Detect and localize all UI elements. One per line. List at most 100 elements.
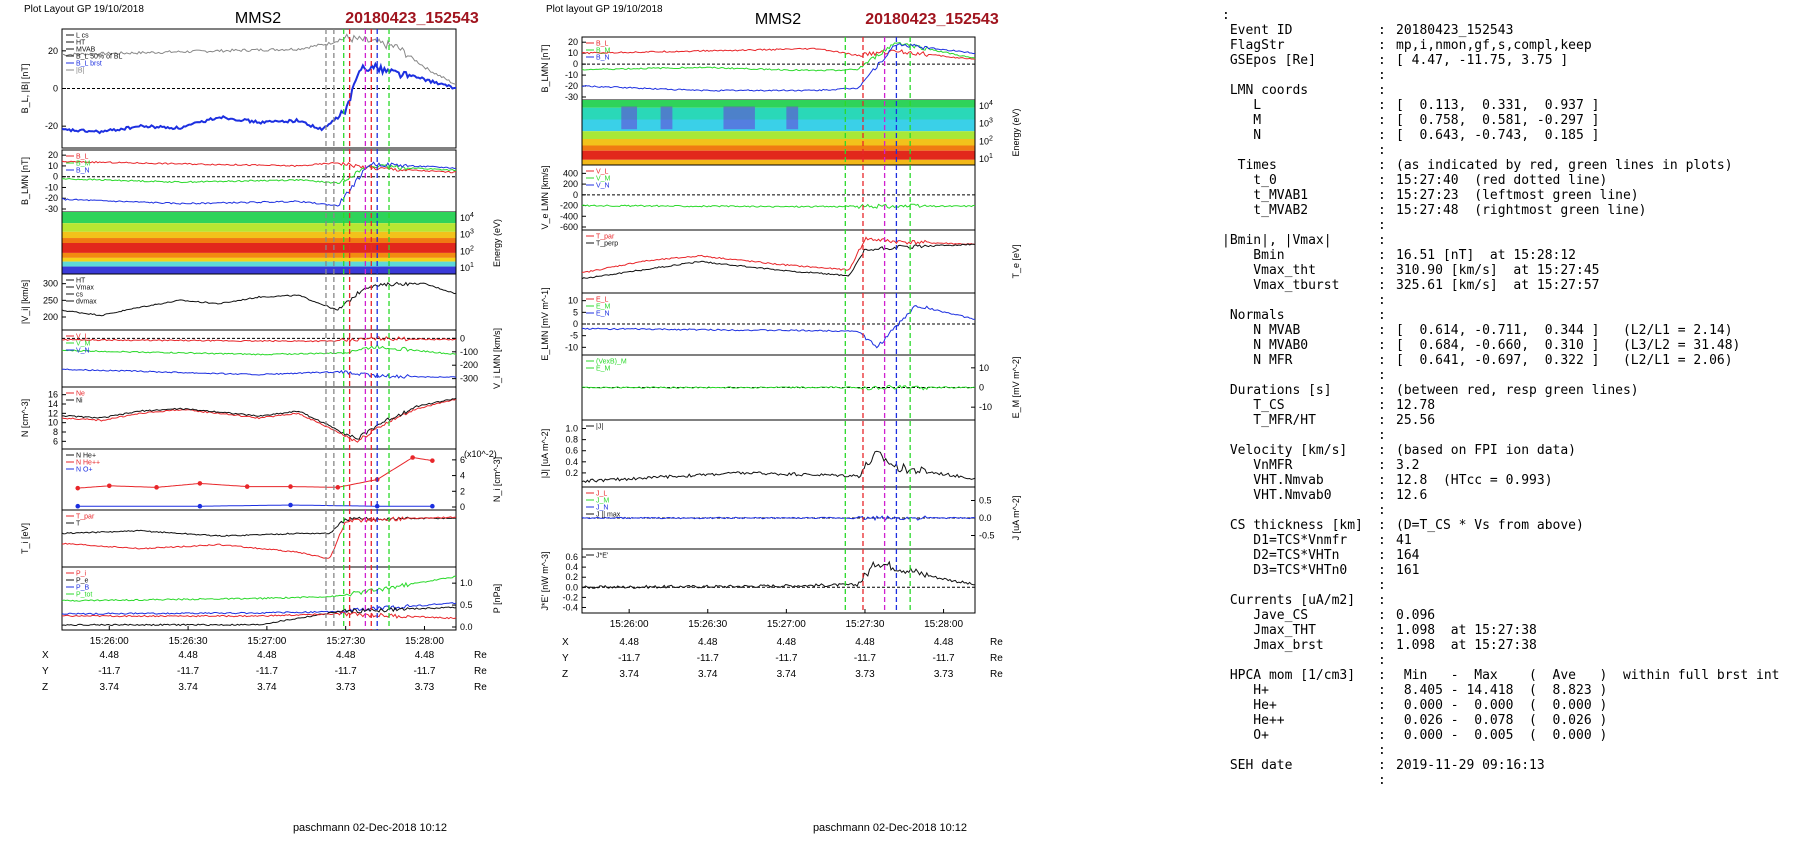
y-tick-label: 400 xyxy=(563,168,578,178)
legend-label: B_N xyxy=(76,168,90,175)
info-value: 15:27:48 (rightmost green line) xyxy=(1396,203,1647,218)
info-key: T_MFR/HT xyxy=(1222,413,1316,428)
info-key: Currents [uA/m2] xyxy=(1222,593,1356,608)
info-separator: : xyxy=(1378,458,1386,473)
info-value xyxy=(1396,233,1797,248)
coord-value: 4.48 xyxy=(257,650,277,661)
info-value: (D=T_CS * Vs from above) xyxy=(1396,518,1584,533)
legend-label: T_perp xyxy=(596,241,618,248)
info-separator: : xyxy=(1378,443,1386,458)
legend-label: MVAB xyxy=(76,47,96,54)
info-key: H+ xyxy=(1222,683,1269,698)
y-tick-label: 0 xyxy=(573,319,578,329)
info-value: [ 0.614, -0.711, 0.344 ] (L2/L1 = 2.14) xyxy=(1396,323,1733,338)
legend-label: T_par xyxy=(596,234,615,241)
spectrogram-band xyxy=(62,266,456,274)
spectrogram-band xyxy=(62,223,456,232)
info-key: Times xyxy=(1222,158,1277,173)
y-axis-label: P [nPa] xyxy=(492,584,502,613)
legend-label: V_M xyxy=(596,176,611,183)
series-b-n xyxy=(581,43,976,92)
series-b-l-brst xyxy=(61,61,456,135)
coord-value: -11.7 xyxy=(697,653,719,664)
info-row: N MVAB: [ 0.614, -0.711, 0.344 ] (L2/L1 =… xyxy=(1222,323,1797,338)
coord-value: 3.74 xyxy=(257,682,277,693)
info-row: Event ID:20180423_152543 xyxy=(1222,23,1797,38)
y-tick-label: 0.6 xyxy=(565,552,578,562)
y-tick-label: 0 xyxy=(460,502,465,512)
info-row: t_MVAB1:15:27:23 (leftmost green line) xyxy=(1222,188,1797,203)
y-tick-label: 10 xyxy=(568,48,578,58)
subplot-2 xyxy=(61,149,457,213)
y-tick-label: 104 xyxy=(979,100,993,111)
coord-value: 4.48 xyxy=(698,637,718,648)
x-tick-label: 15:27:30 xyxy=(326,636,365,647)
legend-label: J || max xyxy=(596,512,621,519)
coord-value: 4.48 xyxy=(777,637,797,648)
coord-value: 4.48 xyxy=(934,637,954,648)
series-v-m xyxy=(61,343,457,356)
info-key xyxy=(1222,773,1378,788)
x-tick-label: 15:28:00 xyxy=(924,619,963,630)
info-key: N MVAB xyxy=(1222,323,1301,338)
info-separator: : xyxy=(1378,638,1386,653)
data-point xyxy=(75,485,81,491)
series-e-m xyxy=(581,384,976,391)
data-point xyxy=(430,458,435,463)
subplot-8 xyxy=(61,509,457,568)
info-separator: : xyxy=(1378,188,1386,203)
legend-label: P_e xyxy=(76,578,89,585)
coord-value: -11.7 xyxy=(256,666,278,677)
coord-value: 3.74 xyxy=(698,669,718,680)
info-key: D2=TCS*VHTn xyxy=(1222,548,1340,563)
y-tick-label: 20 xyxy=(568,37,578,47)
info-separator: : xyxy=(1378,533,1386,548)
legend-label: Vmax xyxy=(76,285,94,292)
spectrogram-band xyxy=(62,238,456,243)
legend-label: P_B xyxy=(76,585,90,592)
y-tick-label: -10 xyxy=(979,402,992,412)
legend-label: P_tot xyxy=(76,592,92,599)
spectrogram-band xyxy=(62,212,456,224)
y-tick-label: -200 xyxy=(460,360,478,370)
coord-value: -11.7 xyxy=(775,653,797,664)
info-separator: : xyxy=(1378,503,1386,518)
info-value: [ 0.643, -0.743, 0.185 ] xyxy=(1396,128,1600,143)
x-tick-label: 15:26:30 xyxy=(688,619,727,630)
info-row: Normals: xyxy=(1222,308,1797,323)
y-tick-label: 1.0 xyxy=(565,424,578,434)
info-row: D1=TCS*Vnmfr:41 xyxy=(1222,533,1797,548)
info-key: LMN coords xyxy=(1222,83,1309,98)
info-separator xyxy=(1378,8,1396,23)
series-j-e- xyxy=(581,560,976,590)
info-value: 12.78 xyxy=(1396,398,1436,413)
y-axis-label: E_LMN [mV m^-1] xyxy=(540,287,550,360)
info-separator: : xyxy=(1378,203,1386,218)
info-key: GSEpos [Re] xyxy=(1222,53,1316,68)
coord-value: 3.74 xyxy=(100,682,120,693)
y-tick-label: -30 xyxy=(565,92,578,102)
subplot-1 xyxy=(61,28,457,149)
info-separator: : xyxy=(1378,518,1386,533)
spectrogram-patch xyxy=(786,106,799,130)
info-row: |Bmin|, |Vmax|: xyxy=(1222,233,1797,248)
coord-value: -11.7 xyxy=(413,666,435,677)
series-p-tot xyxy=(61,575,457,602)
coord-row-label: Y xyxy=(562,653,569,664)
y-tick-label: 0.4 xyxy=(565,457,578,467)
legend-label: B_L brst xyxy=(76,61,102,68)
info-key: D3=TCS*VHTn0 xyxy=(1222,563,1348,578)
coord-value: -11.7 xyxy=(98,666,120,677)
info-row: Durations [s]: (between red, resp green l… xyxy=(1222,383,1797,398)
coord-row-label: Z xyxy=(42,682,48,693)
info-separator: : xyxy=(1378,428,1386,443)
y-tick-label: -0.5 xyxy=(979,531,995,541)
info-row: Jmax_THT:1.098 at 15:27:38 xyxy=(1222,623,1797,638)
series-b-m xyxy=(61,164,457,185)
info-row: HPCA mom [1/cm3]: Min - Max ( Ave ) with… xyxy=(1222,668,1797,683)
legend-label: B_N xyxy=(596,55,610,62)
info-separator: : xyxy=(1378,383,1386,398)
info-value: 2019-11-29 09:16:13 xyxy=(1396,758,1545,773)
y-tick-label: 0.5 xyxy=(979,496,992,506)
info-row: : xyxy=(1222,503,1797,518)
